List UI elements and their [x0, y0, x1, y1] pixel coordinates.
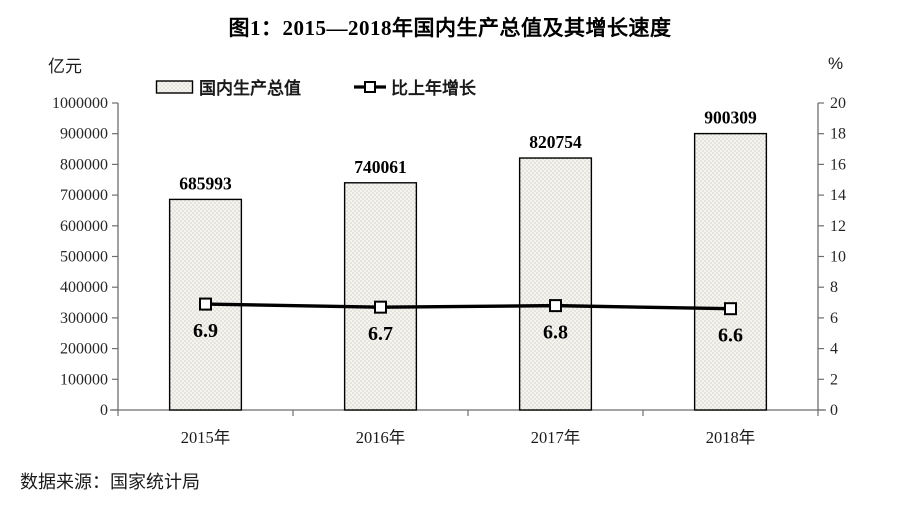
right-axis-tick-label: 6	[830, 310, 838, 327]
line-marker-swatch-icon	[354, 80, 386, 93]
gdp-bar	[343, 182, 418, 411]
right-axis-tick-label: 2	[830, 371, 838, 388]
gdp-bar-value-label: 900309	[704, 108, 757, 128]
left-axis-tick-label: 700000	[60, 187, 108, 204]
legend-label-growth: 比上年增长	[391, 79, 476, 98]
right-axis-tick-label: 8	[830, 279, 838, 296]
legend: 国内生产总值 比上年增长	[155, 74, 476, 99]
gdp-bar	[693, 132, 768, 411]
growth-value-label: 6.8	[543, 322, 568, 344]
right-axis-tick-label: 16	[830, 156, 846, 173]
growth-value-label: 6.9	[193, 320, 218, 342]
growth-line-marker	[724, 302, 737, 316]
x-axis-category-label: 2016年	[356, 428, 406, 447]
right-axis-tick-label: 10	[830, 249, 846, 266]
growth-line-marker	[199, 297, 212, 311]
gdp-bar-value-label: 740061	[354, 157, 407, 177]
source-note: 数据来源：国家统计局	[20, 472, 200, 492]
left-axis-tick-label: 0	[100, 402, 108, 419]
left-axis-tick-label: 900000	[60, 126, 108, 143]
right-axis-tick-label: 20	[830, 95, 846, 112]
left-axis-tick-label: 400000	[60, 279, 108, 296]
left-axis-tick-label: 800000	[60, 156, 108, 173]
x-axis-category-label: 2017年	[531, 428, 581, 447]
left-axis-tick-label: 500000	[60, 249, 108, 266]
legend-item-gdp: 国内生产总值	[155, 74, 301, 99]
left-axis-unit-label: 亿元	[48, 57, 82, 76]
right-axis-unit-label: %	[828, 54, 844, 73]
left-axis-tick-label: 1000000	[52, 95, 108, 112]
gdp-bar-value-label: 820754	[529, 132, 582, 152]
left-axis-tick-label: 600000	[60, 218, 108, 235]
legend-label-gdp: 国内生产总值	[199, 79, 301, 98]
chart-title: 图1：2015—2018年国内生产总值及其增长速度	[228, 16, 672, 40]
right-axis-tick-label: 4	[830, 341, 838, 358]
gdp-bar-value-label: 685993	[179, 173, 232, 193]
growth-value-label: 6.7	[368, 323, 393, 345]
legend-item-growth: 比上年增长	[353, 74, 476, 99]
x-axis-category-label: 2018年	[706, 428, 756, 447]
gdp-bar	[518, 157, 593, 411]
right-axis-tick-label: 12	[830, 218, 846, 235]
right-axis-tick-label: 0	[830, 402, 838, 419]
hatched-bar-swatch-icon	[155, 79, 194, 94]
growth-line-marker	[374, 300, 387, 314]
right-axis-tick-label: 18	[830, 126, 846, 143]
right-axis-tick-label: 14	[830, 187, 846, 204]
left-axis-tick-label: 200000	[60, 341, 108, 358]
left-axis-tick-label: 300000	[60, 310, 108, 327]
x-axis-category-label: 2015年	[181, 428, 231, 447]
growth-line-marker	[549, 299, 562, 313]
growth-value-label: 6.6	[718, 325, 743, 347]
left-axis-tick-label: 100000	[60, 371, 108, 388]
growth-line	[205, 302, 731, 311]
